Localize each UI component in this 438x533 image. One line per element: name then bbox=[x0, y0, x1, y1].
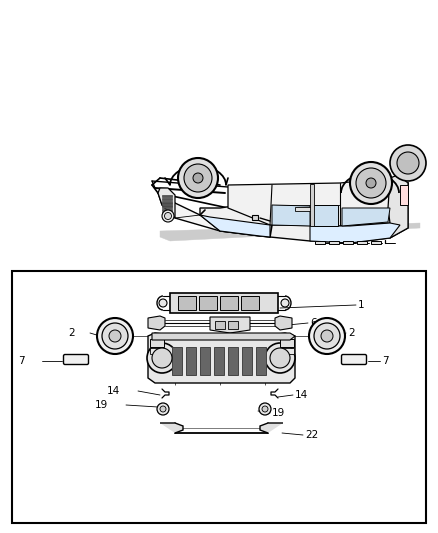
Circle shape bbox=[309, 318, 345, 354]
Bar bbox=[162, 206, 172, 208]
Text: 2: 2 bbox=[68, 328, 75, 338]
Bar bbox=[186, 347, 196, 375]
Polygon shape bbox=[200, 205, 408, 243]
Text: 1: 1 bbox=[358, 300, 364, 310]
Bar bbox=[228, 347, 238, 375]
Circle shape bbox=[281, 299, 289, 307]
Bar bbox=[220, 296, 238, 310]
Bar bbox=[280, 339, 294, 347]
Bar bbox=[162, 195, 172, 197]
Polygon shape bbox=[160, 423, 183, 433]
Bar bbox=[242, 347, 252, 375]
Bar bbox=[214, 347, 224, 375]
Text: 19: 19 bbox=[272, 408, 285, 418]
Text: 2: 2 bbox=[348, 328, 355, 338]
Polygon shape bbox=[148, 316, 165, 330]
Circle shape bbox=[259, 403, 271, 415]
Circle shape bbox=[270, 348, 290, 368]
Bar bbox=[162, 212, 172, 214]
FancyBboxPatch shape bbox=[64, 354, 88, 365]
Circle shape bbox=[265, 343, 295, 373]
FancyBboxPatch shape bbox=[342, 354, 367, 365]
Bar bbox=[329, 241, 339, 244]
Circle shape bbox=[97, 318, 133, 354]
Circle shape bbox=[159, 299, 167, 307]
Polygon shape bbox=[275, 316, 292, 330]
Bar bbox=[215, 321, 225, 329]
Polygon shape bbox=[272, 205, 310, 226]
Bar bbox=[310, 184, 314, 226]
Bar bbox=[315, 241, 325, 244]
Polygon shape bbox=[252, 215, 258, 220]
Polygon shape bbox=[152, 333, 295, 340]
Text: 22: 22 bbox=[305, 430, 318, 440]
Bar bbox=[371, 241, 381, 244]
Circle shape bbox=[193, 173, 203, 183]
Circle shape bbox=[184, 164, 212, 192]
Polygon shape bbox=[342, 208, 390, 226]
Circle shape bbox=[147, 343, 177, 373]
Text: 14: 14 bbox=[107, 386, 120, 396]
Text: 7: 7 bbox=[18, 356, 25, 366]
Polygon shape bbox=[312, 205, 338, 226]
Bar bbox=[12, 271, 426, 523]
Circle shape bbox=[178, 158, 218, 198]
Bar bbox=[400, 185, 408, 205]
Polygon shape bbox=[148, 333, 295, 383]
Polygon shape bbox=[310, 223, 400, 243]
Circle shape bbox=[160, 406, 166, 412]
Circle shape bbox=[157, 403, 169, 415]
Circle shape bbox=[262, 406, 268, 412]
Circle shape bbox=[109, 330, 121, 342]
Bar bbox=[280, 348, 294, 354]
Bar bbox=[343, 241, 353, 244]
Bar bbox=[357, 241, 367, 244]
Bar bbox=[162, 209, 172, 211]
Circle shape bbox=[350, 162, 392, 204]
Circle shape bbox=[321, 330, 333, 342]
Bar bbox=[150, 348, 164, 354]
Text: 14: 14 bbox=[295, 390, 308, 400]
Circle shape bbox=[397, 152, 419, 174]
Bar bbox=[256, 347, 266, 375]
Circle shape bbox=[102, 323, 128, 349]
Text: 7: 7 bbox=[382, 356, 389, 366]
Polygon shape bbox=[200, 215, 270, 237]
Bar bbox=[295, 207, 313, 211]
Bar bbox=[162, 204, 172, 206]
Polygon shape bbox=[158, 188, 175, 218]
Bar bbox=[228, 321, 238, 329]
Bar bbox=[172, 347, 182, 375]
Circle shape bbox=[390, 145, 426, 181]
Circle shape bbox=[356, 168, 386, 198]
Bar bbox=[200, 347, 210, 375]
Text: 6: 6 bbox=[310, 318, 317, 328]
Circle shape bbox=[152, 348, 172, 368]
Polygon shape bbox=[210, 317, 250, 333]
Bar bbox=[162, 198, 172, 200]
Bar bbox=[241, 296, 259, 310]
Polygon shape bbox=[228, 178, 408, 226]
Circle shape bbox=[314, 323, 340, 349]
Circle shape bbox=[165, 213, 172, 220]
Polygon shape bbox=[158, 193, 270, 237]
Bar bbox=[162, 200, 172, 203]
Text: 19: 19 bbox=[95, 400, 108, 410]
Polygon shape bbox=[260, 423, 283, 433]
Bar bbox=[199, 296, 217, 310]
Polygon shape bbox=[160, 223, 420, 241]
Circle shape bbox=[366, 178, 376, 188]
Bar bbox=[178, 296, 196, 310]
Bar bbox=[170, 293, 278, 313]
Circle shape bbox=[162, 210, 174, 222]
Bar bbox=[150, 339, 164, 347]
Polygon shape bbox=[388, 175, 408, 238]
